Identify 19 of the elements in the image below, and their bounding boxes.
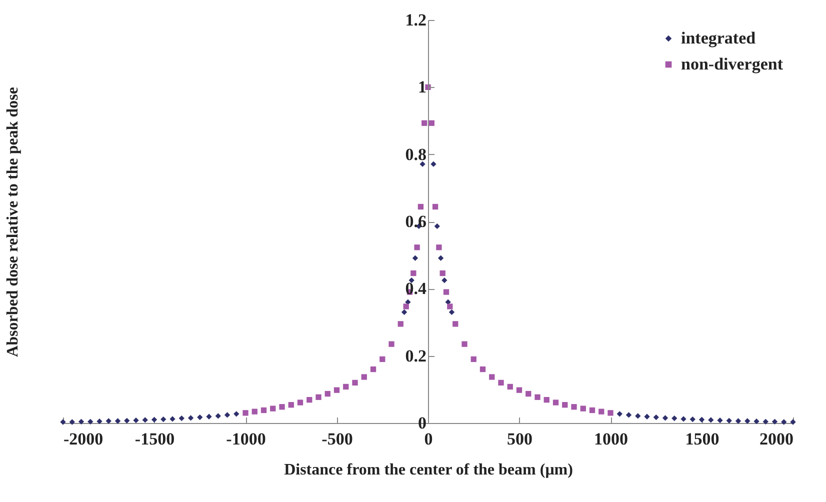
legend-label: integrated: [681, 28, 756, 48]
y-tick-label: 0.8: [405, 144, 426, 164]
x-tick-label: -1500: [134, 430, 175, 448]
y-tick-label: 1: [418, 78, 426, 97]
y-tick-label: 1.2: [405, 10, 426, 30]
x-tick-label: 1000: [594, 430, 628, 448]
y-tick-label: 0.6: [405, 212, 426, 231]
y-axis-title: Absorbed dose relative to the peak dose: [4, 87, 22, 357]
y-tick-label: 0: [418, 414, 426, 432]
x-tick-label: -500: [322, 430, 353, 448]
x-tick-label: -1000: [226, 430, 266, 448]
y-tick-label: 0.4: [405, 279, 427, 298]
x-tick-label: 2000: [760, 430, 794, 448]
x-tick-label: -2000: [64, 430, 104, 448]
x-tick-label: 1500: [685, 430, 720, 448]
legend-label: non-divergent: [681, 54, 784, 74]
y-tick-label: 0.2: [405, 346, 426, 366]
x-tick-label: 500: [507, 430, 532, 448]
x-axis-title: Distance from the center of the beam (μm): [284, 462, 573, 478]
